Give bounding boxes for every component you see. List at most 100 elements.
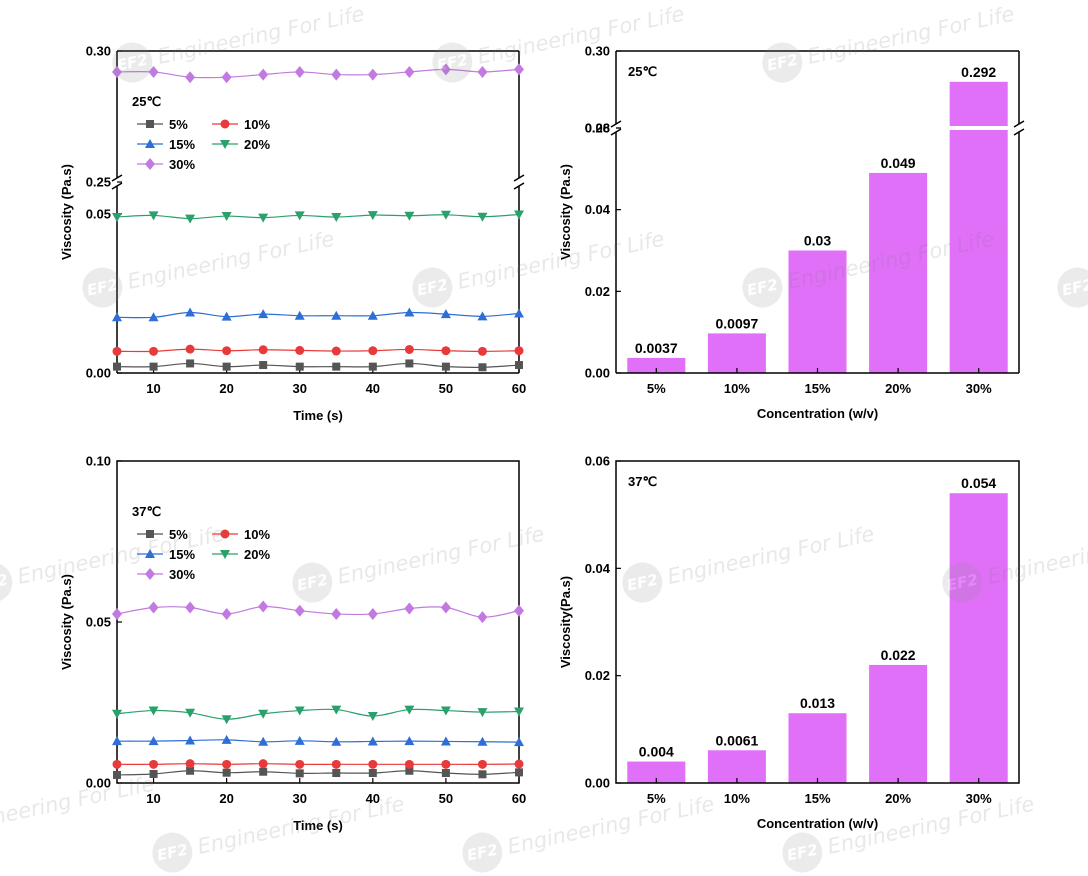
- data-point: [367, 310, 378, 320]
- series-line: [116, 362, 520, 368]
- x-axis-label: Concentration (w/v): [757, 816, 878, 831]
- bar-30%: [949, 81, 1008, 374]
- x-tick-label: 10%: [724, 791, 750, 806]
- y-tick-label: 0.02: [585, 284, 610, 299]
- data-point: [367, 736, 378, 746]
- data-point: [258, 68, 269, 81]
- x-tick-label: 20: [219, 381, 233, 396]
- data-point: [221, 212, 232, 222]
- data-point: [331, 607, 342, 620]
- legend-item: 20%: [212, 137, 270, 152]
- x-axis-label: Time (s): [293, 818, 343, 833]
- legend-item: 5%: [137, 117, 188, 132]
- series-10%: [112, 344, 524, 356]
- x-axis-label: Time (s): [293, 408, 343, 423]
- legend-marker: [220, 119, 230, 129]
- bar-value-label: 0.03: [804, 233, 831, 249]
- y-tick-label: 0.28: [585, 121, 610, 136]
- data-point: [294, 706, 305, 716]
- data-point: [222, 346, 232, 356]
- data-point: [294, 310, 305, 320]
- axis-break-mark: [513, 174, 525, 182]
- y-tick-label: 0.00: [585, 776, 610, 791]
- data-point: [404, 705, 415, 715]
- axis-break-mark: [111, 182, 123, 190]
- series-line: [116, 763, 520, 765]
- bar-value-label: 0.013: [800, 695, 835, 711]
- axis-break-mark: [610, 120, 622, 128]
- data-point: [477, 611, 488, 624]
- x-tick-label: 30: [292, 791, 306, 806]
- data-point: [477, 212, 488, 222]
- data-point: [441, 346, 451, 356]
- data-point: [440, 706, 451, 716]
- bar-break-gap: [948, 126, 1009, 130]
- data-point: [112, 346, 122, 356]
- legend-item: 15%: [137, 137, 195, 152]
- axis-break-mark: [1013, 128, 1025, 136]
- legend-item: 30%: [137, 567, 195, 582]
- x-tick-label: 40: [366, 791, 380, 806]
- data-point: [331, 68, 342, 81]
- series-30%: [112, 600, 524, 624]
- y-tick-label: 0.10: [86, 454, 111, 469]
- data-point: [185, 344, 195, 354]
- line-chart-C: 0.00 0.05 0.10 10 20 30 40 50 60 37℃ 5% 10% 15% 20% 30…: [59, 454, 526, 834]
- data-point: [259, 767, 268, 776]
- legend-marker: [220, 550, 230, 559]
- data-point: [404, 759, 414, 769]
- data-point: [186, 766, 195, 775]
- y-tick-label: 0.06: [585, 454, 610, 469]
- legend-label: 5%: [169, 117, 188, 132]
- data-point: [367, 607, 378, 620]
- y-tick-label: 0.05: [86, 615, 111, 630]
- data-point: [295, 362, 304, 371]
- y-tick-label: 0.05: [86, 206, 111, 221]
- x-tick-label: 20%: [885, 381, 911, 396]
- series-line: [116, 739, 520, 743]
- bar-value-label: 0.0061: [715, 732, 758, 748]
- data-point: [515, 768, 523, 777]
- y-tick-label: 0.25: [86, 175, 111, 190]
- data-point: [222, 768, 231, 777]
- data-point: [294, 604, 305, 617]
- data-point: [148, 65, 159, 78]
- data-point: [404, 65, 415, 78]
- bar-15%: [788, 250, 847, 373]
- data-point: [149, 759, 159, 769]
- data-point: [367, 68, 378, 81]
- data-point: [149, 362, 158, 371]
- data-point: [149, 769, 158, 778]
- data-point: [477, 759, 487, 769]
- data-point: [477, 65, 488, 78]
- bar-chart-B: 0.0037 5% 0.0097 10% 0.03 15% 0.049 20% 0.292 30%…: [558, 44, 1025, 421]
- x-tick-label: 15%: [804, 381, 830, 396]
- data-point: [368, 346, 378, 356]
- x-tick-label: 30%: [966, 381, 992, 396]
- data-point: [441, 362, 450, 371]
- series-5%: [113, 766, 523, 779]
- data-point: [221, 607, 232, 620]
- series-20%: [112, 210, 524, 224]
- data-point: [221, 715, 232, 725]
- data-point: [148, 312, 159, 322]
- data-point: [258, 213, 269, 223]
- bar-chart-D: 0.004 5% 0.0061 10% 0.013 15% 0.022 20% 0.054 30%…: [558, 454, 1020, 831]
- data-point: [258, 600, 269, 613]
- axis-break-mark: [610, 128, 622, 136]
- data-point: [441, 759, 451, 769]
- bar-30%: [949, 493, 1008, 783]
- series-line: [116, 708, 520, 720]
- bar-15%: [788, 713, 847, 783]
- legend-item: 20%: [212, 547, 270, 562]
- legend-marker: [145, 139, 155, 148]
- x-tick-label: 60: [512, 381, 526, 396]
- data-point: [515, 361, 523, 370]
- line-chart-A: 0.00 0.05 0.25 0.30 10 20 30 40 50 60 25℃ 5% 10% 15% 2…: [59, 44, 526, 424]
- legend-label: 30%: [169, 157, 195, 172]
- data-point: [477, 736, 488, 746]
- data-point: [221, 311, 232, 321]
- y-axis-label: Viscosity (Pa.s): [558, 164, 573, 260]
- temperature-label: 25℃: [628, 64, 657, 79]
- data-point: [113, 770, 121, 779]
